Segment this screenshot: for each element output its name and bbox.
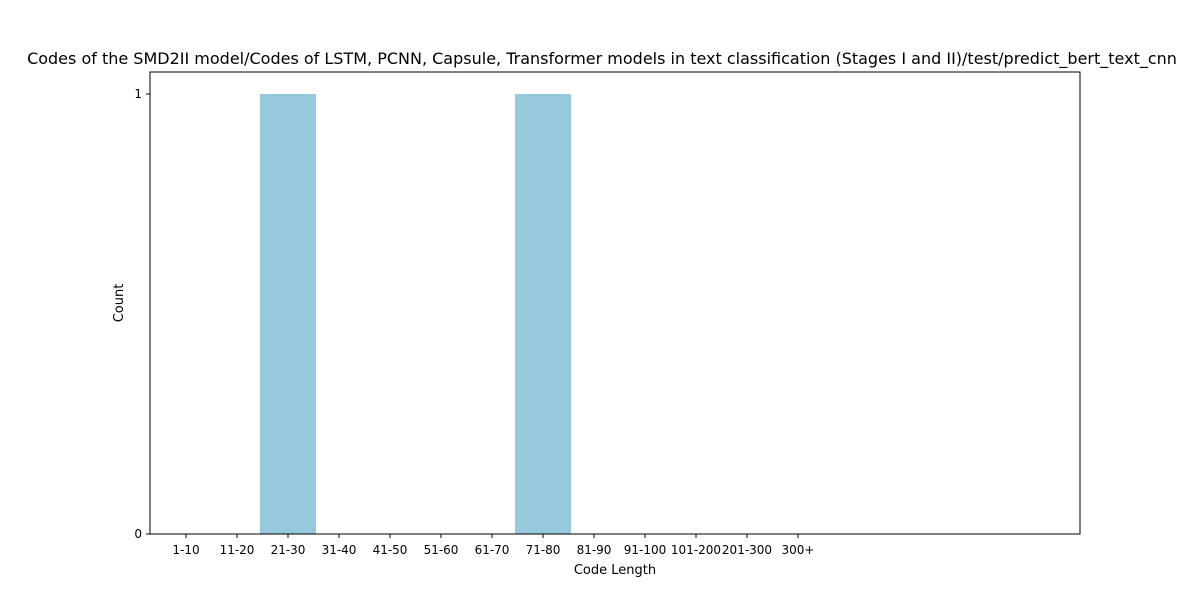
- y-tick-label: 1: [134, 87, 142, 101]
- y-axis-label: Count: [112, 284, 127, 323]
- bar-21-30: [259, 94, 316, 534]
- x-tick-label: 1-10: [172, 543, 199, 557]
- y-axis-ticks: 01: [134, 87, 150, 541]
- x-tick-label: 91-100: [624, 543, 667, 557]
- x-tick-label: 31-40: [322, 543, 357, 557]
- x-tick-label: 71-80: [526, 543, 561, 557]
- x-tick-label: 11-20: [220, 543, 255, 557]
- x-tick-label: 300+: [782, 543, 815, 557]
- x-tick-label: 81-90: [577, 543, 612, 557]
- x-tick-label: 61-70: [475, 543, 510, 557]
- bars-layer: [259, 94, 572, 534]
- x-tick-label: 201-300: [722, 543, 772, 557]
- x-axis-label: Code Length: [574, 563, 656, 578]
- x-tick-label: 41-50: [373, 543, 408, 557]
- x-axis-ticks: 1-10 11-20 21-30 31-40 41-50 51-60 61-70 71-80 8…: [172, 534, 814, 557]
- chart-title: Codes of the SMD2II model/Codes of LSTM,…: [27, 49, 1177, 69]
- bar-71-80: [515, 94, 572, 534]
- y-tick-label: 0: [134, 527, 142, 541]
- x-tick-label: 101-200: [671, 543, 721, 557]
- x-tick-label: 51-60: [424, 543, 459, 557]
- x-tick-label: 21-30: [271, 543, 306, 557]
- plot-frame: [149, 71, 1081, 535]
